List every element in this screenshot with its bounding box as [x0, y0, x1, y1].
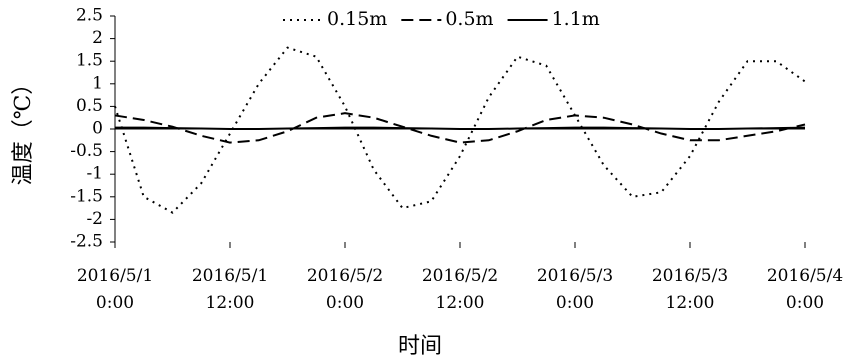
legend-label: 0.5m	[445, 8, 493, 30]
y-tick-label: -2	[86, 209, 103, 229]
y-tick-label: 1	[92, 73, 103, 93]
x-tick-label: 2016/5/2 0:00	[307, 266, 383, 313]
x-axis-title: 时间	[398, 334, 442, 359]
x-tick-label: 2016/5/3 0:00	[537, 266, 613, 313]
y-tick-label: -1.5	[70, 186, 103, 206]
x-tick-label: 2016/5/3 12:00	[652, 266, 728, 313]
series-line	[114, 112, 806, 144]
y-axis-title: 温度（℃）	[11, 73, 36, 186]
series-line	[114, 46, 806, 214]
y-tick-label: 2.5	[76, 6, 103, 26]
legend-label: 1.1m	[552, 8, 600, 30]
series-line	[115, 126, 806, 130]
y-tick-label: 0	[92, 119, 103, 139]
x-tick-label: 2016/5/4 0:00	[767, 266, 843, 313]
y-tick-label: -0.5	[70, 141, 103, 161]
x-tick-label: 2016/5/1 12:00	[192, 266, 268, 313]
y-tick-label: 2	[92, 28, 103, 48]
x-tick-label: 2016/5/1 0:00	[77, 266, 153, 313]
x-tick-label: 2016/5/2 12:00	[422, 266, 498, 313]
y-tick-label: 1.5	[76, 51, 103, 71]
legend-label: 0.15m	[327, 8, 387, 30]
y-tick-label: -2.5	[70, 232, 103, 252]
y-tick-label: 0.5	[76, 96, 103, 116]
y-tick-label: -1	[86, 164, 103, 184]
